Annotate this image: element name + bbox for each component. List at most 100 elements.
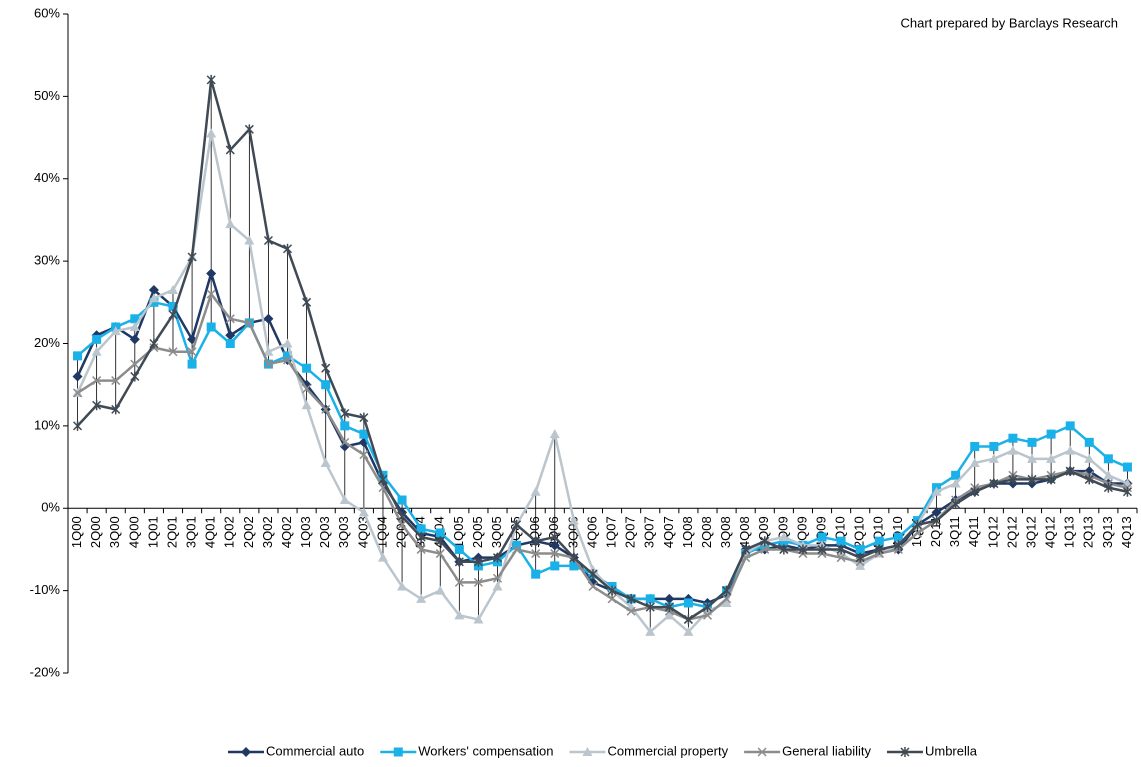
marker xyxy=(225,330,236,341)
x-tick-label: 1Q08 xyxy=(680,516,695,548)
marker xyxy=(187,347,197,357)
marker xyxy=(416,532,426,543)
y-tick-label: 0% xyxy=(41,500,60,515)
marker xyxy=(626,606,636,616)
marker xyxy=(320,457,331,467)
x-tick-label: 4Q00 xyxy=(126,516,141,548)
marker xyxy=(531,536,541,547)
x-tick-label: 4Q08 xyxy=(737,516,752,548)
marker xyxy=(340,437,350,447)
marker xyxy=(970,486,980,497)
marker xyxy=(900,747,910,757)
marker xyxy=(206,268,217,279)
marker xyxy=(836,544,846,555)
marker xyxy=(568,515,579,525)
marker xyxy=(91,346,102,356)
marker xyxy=(473,556,483,567)
marker xyxy=(757,747,767,757)
marker xyxy=(263,313,274,324)
x-tick-label: 1Q12 xyxy=(985,516,1000,548)
x-tick-label: 1Q07 xyxy=(603,516,618,548)
x-tick-label: 1Q04 xyxy=(374,516,389,548)
marker xyxy=(149,297,159,307)
marker xyxy=(321,380,331,390)
marker xyxy=(263,235,273,246)
marker xyxy=(397,581,408,591)
x-tick-label: 2Q02 xyxy=(241,516,256,548)
marker xyxy=(817,544,827,555)
x-tick-label: 4Q12 xyxy=(1043,516,1058,548)
marker xyxy=(607,594,617,604)
marker xyxy=(72,371,83,382)
marker xyxy=(664,593,675,604)
marker xyxy=(912,528,923,538)
marker xyxy=(893,532,903,542)
x-tick-label: 3Q11 xyxy=(947,516,962,547)
marker xyxy=(512,519,522,530)
marker xyxy=(492,573,503,583)
marker xyxy=(129,322,140,332)
marker xyxy=(798,544,808,555)
marker xyxy=(779,544,789,555)
marker xyxy=(397,511,407,522)
y-tick-label: -20% xyxy=(30,664,61,679)
x-tick-label: 4Q01 xyxy=(203,516,218,548)
marker xyxy=(531,569,541,579)
x-tick-label: 1Q01 xyxy=(145,516,160,548)
marker xyxy=(1103,482,1113,493)
marker xyxy=(454,577,464,587)
marker xyxy=(241,747,251,757)
marker xyxy=(454,610,465,620)
marker xyxy=(435,549,445,559)
marker xyxy=(855,560,866,570)
marker xyxy=(282,355,293,365)
marker xyxy=(1007,445,1018,455)
marker xyxy=(73,388,83,398)
marker xyxy=(1084,474,1094,485)
x-tick-label: 3Q02 xyxy=(260,516,275,548)
marker xyxy=(393,747,403,757)
marker xyxy=(359,412,369,423)
marker xyxy=(1084,437,1094,447)
marker xyxy=(73,420,83,431)
marker xyxy=(92,334,102,344)
marker xyxy=(931,486,942,496)
marker xyxy=(779,536,789,546)
marker xyxy=(582,747,593,756)
marker xyxy=(1065,421,1075,431)
x-tick-label: 4Q06 xyxy=(584,516,599,548)
marker xyxy=(988,453,999,463)
x-tick-label: 2Q08 xyxy=(699,516,714,548)
x-tick-label: 4Q03 xyxy=(355,516,370,548)
x-tick-label: 2Q07 xyxy=(623,516,638,548)
marker xyxy=(339,495,350,505)
marker xyxy=(549,540,560,551)
x-tick-label: 3Q12 xyxy=(1023,516,1038,548)
series-line xyxy=(76,300,1128,609)
marker xyxy=(645,594,655,604)
marker xyxy=(473,614,484,624)
marker xyxy=(302,384,312,394)
marker xyxy=(130,314,140,324)
y-tick-label: 10% xyxy=(34,417,60,432)
marker xyxy=(435,528,445,538)
legend: Commercial auto Workers' compensation Comm… xyxy=(228,743,978,758)
marker xyxy=(340,408,350,419)
x-tick-label: 3Q08 xyxy=(718,516,733,548)
marker xyxy=(569,561,579,571)
marker xyxy=(263,346,274,356)
marker xyxy=(702,610,713,620)
marker xyxy=(282,243,293,254)
marker xyxy=(1027,453,1038,463)
marker xyxy=(1103,454,1113,464)
marker xyxy=(530,486,541,496)
marker xyxy=(149,338,159,349)
y-tick-label: 60% xyxy=(34,5,60,20)
marker xyxy=(549,429,560,439)
x-tick-label: 1Q03 xyxy=(298,516,313,548)
marker xyxy=(321,363,331,374)
annotation: Chart prepared by Barclays Research xyxy=(901,15,1119,30)
marker xyxy=(855,552,865,563)
x-tick-label: 4Q13 xyxy=(1119,516,1134,548)
